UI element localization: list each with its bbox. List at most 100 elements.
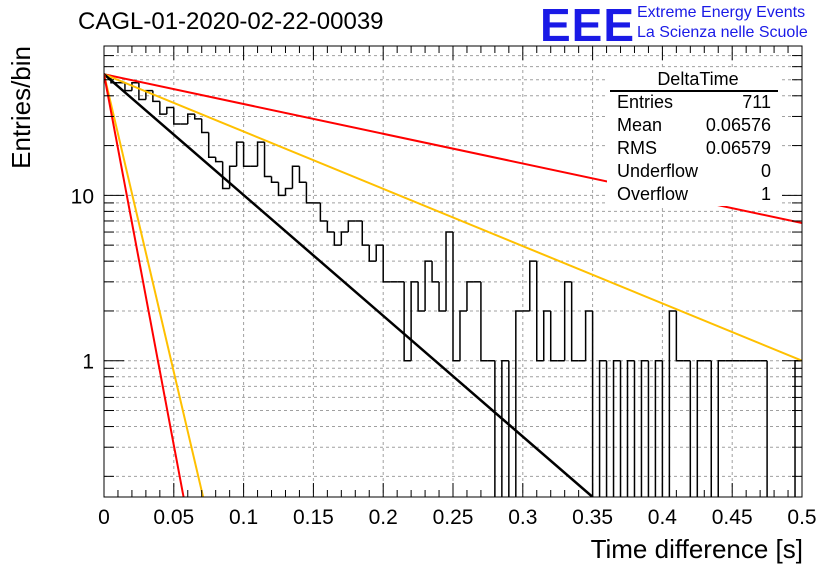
stats-row: Entries 711 xyxy=(607,91,779,114)
histogram-bin xyxy=(570,281,579,362)
histogram-bin xyxy=(647,360,650,497)
histogram-bin xyxy=(710,360,713,497)
histogram-bin xyxy=(445,231,453,311)
histogram-bin xyxy=(619,360,622,497)
histogram-bin xyxy=(347,220,356,233)
histogram-bin xyxy=(193,114,202,120)
x-tick-label: 0.5 xyxy=(787,506,816,529)
histogram-bin xyxy=(326,220,335,233)
stats-value: 0.06579 xyxy=(705,138,771,158)
histogram-bin xyxy=(221,161,230,190)
histogram-bin xyxy=(424,260,433,311)
histogram-bin xyxy=(319,202,328,222)
histogram-bin xyxy=(508,360,510,497)
stats-value: 711 xyxy=(742,92,771,112)
x-tick-label: 0.1 xyxy=(229,506,258,529)
x-tick-label: 0.4 xyxy=(648,506,678,529)
histogram-bin xyxy=(605,360,608,497)
histogram-bin xyxy=(305,182,314,204)
histogram-bin xyxy=(270,176,279,184)
histogram-bin xyxy=(173,107,181,125)
y-tick-labels: 1 10 xyxy=(71,185,94,373)
x-tick-label: 0.3 xyxy=(508,506,537,529)
histogram-bin xyxy=(563,281,572,361)
stats-title: DeltaTime xyxy=(657,69,739,89)
histogram-bin xyxy=(291,165,300,189)
histogram-bin xyxy=(536,261,544,362)
histogram-bin xyxy=(591,310,594,497)
histogram-bin xyxy=(333,232,342,246)
x-tick-label: 0.2 xyxy=(369,506,398,529)
stats-label: Entries xyxy=(617,92,674,112)
histogram-bin xyxy=(242,142,251,167)
histogram-bin xyxy=(661,360,664,497)
histogram-bin xyxy=(235,141,244,167)
stats-value: 1 xyxy=(760,184,771,204)
x-tick-label: 0.05 xyxy=(153,506,194,529)
histogram-bin xyxy=(675,310,684,362)
histogram-bin xyxy=(466,281,474,311)
stats-row: RMS 0.06579 xyxy=(607,137,779,160)
histogram-bin xyxy=(717,359,726,497)
histogram-bin xyxy=(277,182,286,197)
x-tick-label: 0 xyxy=(98,506,110,529)
histogram-bin xyxy=(696,359,705,497)
y-tick-label: 10 xyxy=(71,185,94,208)
eee-logo: EEE xyxy=(540,0,636,51)
x-tick-label: 0.25 xyxy=(433,506,474,529)
stats-value: 0.06576 xyxy=(705,115,771,135)
histogram xyxy=(104,74,802,497)
stats-label: RMS xyxy=(617,138,657,158)
histogram-bin xyxy=(612,359,621,497)
stats-label: Mean xyxy=(617,115,663,135)
x-axis-label: Time difference [s] xyxy=(591,534,803,564)
axis-ticks xyxy=(103,45,803,497)
histogram-bin xyxy=(480,281,488,362)
histogram-bin xyxy=(284,187,293,196)
stats-label: Underflow xyxy=(617,161,699,181)
histogram-bin xyxy=(166,106,174,115)
histogram-bin xyxy=(431,261,440,283)
logo-caption: Extreme Energy Events La Scienza nelle S… xyxy=(637,3,808,43)
stats-label: Overflow xyxy=(617,184,689,204)
histogram-bin xyxy=(633,360,636,497)
histogram-bin xyxy=(494,360,496,497)
x-tick-label: 0.45 xyxy=(712,506,753,529)
histogram-bin xyxy=(598,359,607,497)
logo-line-1: Extreme Energy Events xyxy=(637,4,806,21)
histogram-bin xyxy=(403,281,412,362)
histogram-bin xyxy=(159,101,167,115)
fit-line xyxy=(104,73,802,362)
logo-line-2: La Scienza nelle Scuole xyxy=(637,24,808,41)
x-tick-labels: 0 0.05 0.1 0.15 0.2 0.25 0.3 0.35 0.4 0.45 0.5 xyxy=(98,506,816,529)
fit-line xyxy=(104,74,205,497)
histogram-bin xyxy=(626,359,635,497)
histogram-bin xyxy=(417,281,426,312)
histogram-bin xyxy=(452,232,460,362)
histogram-bin xyxy=(584,310,593,361)
y-tick-label: 1 xyxy=(82,351,94,374)
histogram-bin xyxy=(515,310,523,497)
stats-row: Overflow 1 xyxy=(607,183,779,206)
histogram-bin xyxy=(187,113,195,125)
x-tick-label: 0.35 xyxy=(572,506,613,529)
histogram-bin xyxy=(200,118,209,134)
stats-box: DeltaTime Entries 711 Mean 0.06576 RMS 0.06… xyxy=(607,68,779,206)
histogram-bin xyxy=(124,82,132,92)
histogram-bin xyxy=(459,310,467,361)
stats-value: 0 xyxy=(760,161,771,181)
histogram-bin xyxy=(228,165,237,189)
histogram-bin xyxy=(766,360,768,497)
histogram-bin xyxy=(410,281,419,361)
histogram-bin xyxy=(689,360,692,497)
histogram-bin xyxy=(438,281,447,312)
histogram-bin xyxy=(640,359,649,497)
histogram-bin xyxy=(214,157,223,163)
y-axis-label: Entries/bin xyxy=(6,46,36,169)
histogram-bin xyxy=(131,81,139,91)
histogram-bin xyxy=(361,220,370,246)
histogram-bin xyxy=(549,310,558,362)
histogram-bin xyxy=(340,231,349,246)
fit-line xyxy=(104,73,594,497)
